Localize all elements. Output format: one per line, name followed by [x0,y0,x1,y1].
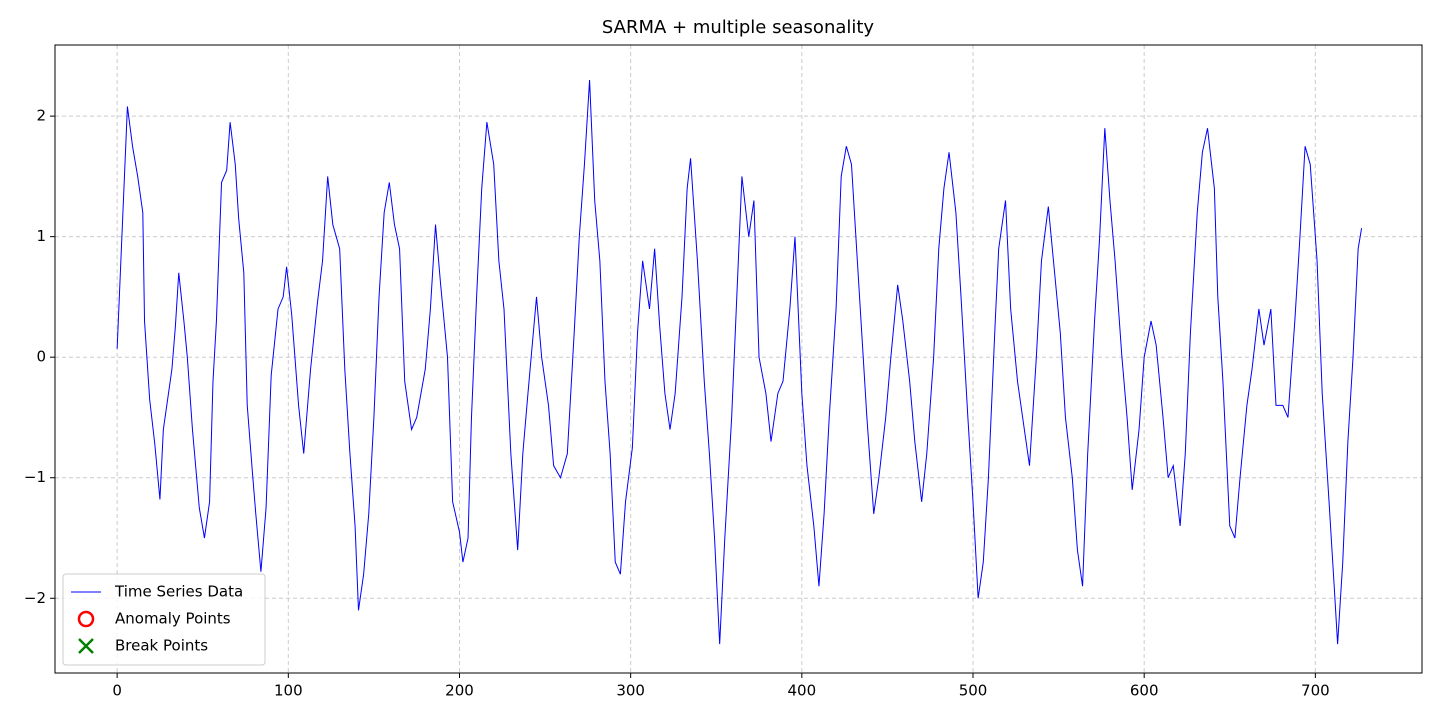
legend-label: Anomaly Points [115,610,231,628]
y-tick-label: −2 [24,589,46,607]
y-tick-label: −1 [24,468,46,486]
x-tick-label: 600 [1130,682,1159,700]
data-line [116,79,1363,645]
plot-frame [54,44,1423,674]
x-tick-label: 0 [112,682,122,700]
legend-marker [78,638,94,654]
x-tick-label: 500 [959,682,988,700]
x-tick-label: 100 [274,682,303,700]
legend-label: Time Series Data [114,583,243,601]
x-tick-label: 400 [788,682,817,700]
y-tick-label: 0 [36,348,46,366]
legend-box [62,573,266,666]
chart-title: SARMA + multiple seasonality [602,17,875,38]
x-tick-label: 300 [616,682,645,700]
legend-marker [77,610,95,628]
y-tick-label: 1 [36,227,46,245]
x-tick-label: 200 [445,682,474,700]
x-tick-label: 700 [1301,682,1330,700]
y-tick-label: 2 [36,107,46,125]
legend-label: Break Points [115,637,208,655]
